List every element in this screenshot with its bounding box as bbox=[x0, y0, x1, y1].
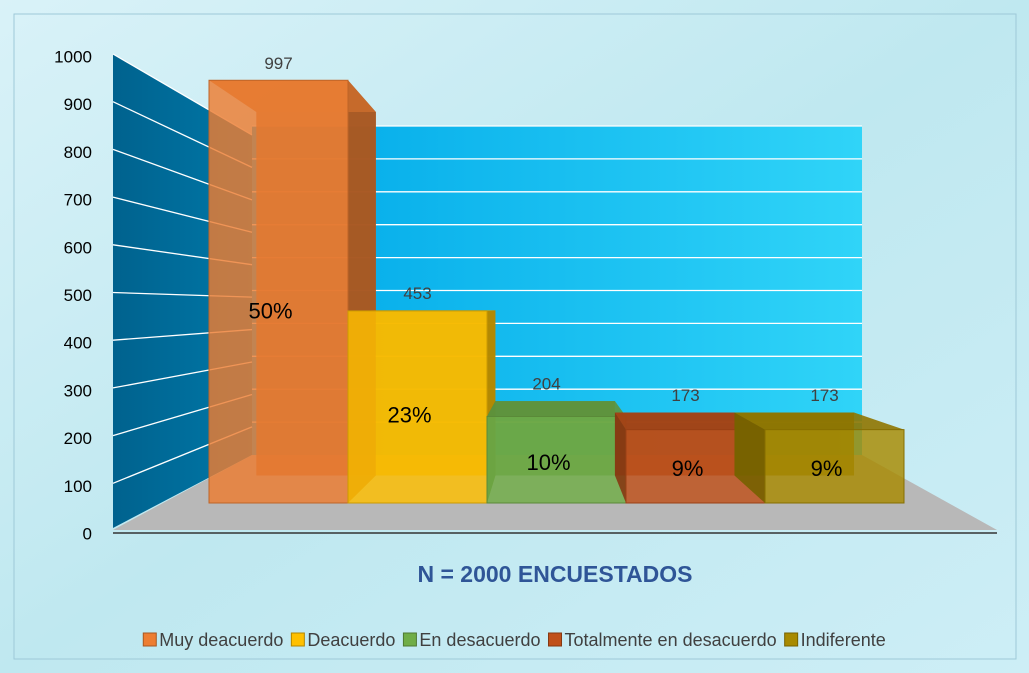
legend-swatch bbox=[142, 632, 157, 647]
bar-group bbox=[208, 79, 376, 504]
legend-label: Totalmente en desacuerdo bbox=[565, 630, 777, 650]
y-tick-label: 200 bbox=[64, 429, 92, 448]
bar-top bbox=[487, 401, 626, 417]
y-tick-label: 900 bbox=[64, 95, 92, 114]
value-label: 173 bbox=[810, 386, 838, 405]
subtitle: N = 2000 ENCUESTADOS bbox=[417, 561, 692, 587]
percent-label: 10% bbox=[526, 450, 570, 475]
bar-top bbox=[734, 412, 904, 430]
value-label: 453 bbox=[403, 284, 431, 303]
bar bbox=[764, 429, 905, 504]
value-label: 204 bbox=[532, 375, 560, 394]
bar-group bbox=[347, 310, 496, 504]
legend-label: En desacuerdo bbox=[419, 630, 540, 650]
legend: Muy deacuerdo Deacuerdo En desacuerdo Total… bbox=[142, 630, 886, 650]
percent-label: 9% bbox=[811, 456, 843, 481]
legend-label: Deacuerdo bbox=[307, 630, 395, 650]
percent-label: 50% bbox=[248, 299, 292, 324]
y-tick-label: 1000 bbox=[54, 47, 92, 66]
y-tick-label: 700 bbox=[64, 191, 92, 210]
bar-group bbox=[734, 412, 905, 504]
legend-swatch bbox=[548, 632, 563, 647]
y-tick-label: 800 bbox=[64, 143, 92, 162]
bar-group bbox=[486, 401, 627, 504]
bar-top bbox=[614, 412, 765, 430]
bar bbox=[347, 310, 488, 504]
y-tick-label: 300 bbox=[64, 381, 92, 400]
legend-label: Indiferente bbox=[801, 630, 886, 650]
value-label: 173 bbox=[671, 386, 699, 405]
value-label: 997 bbox=[264, 54, 292, 73]
bar-group bbox=[614, 412, 766, 504]
bar-side bbox=[734, 412, 765, 503]
legend-swatch bbox=[402, 632, 417, 647]
y-tick-label: 100 bbox=[64, 477, 92, 496]
y-tick-label: 600 bbox=[64, 238, 92, 257]
bar bbox=[208, 79, 349, 504]
bar-side bbox=[614, 412, 626, 503]
y-tick-label: 400 bbox=[64, 334, 92, 353]
bar bbox=[486, 416, 627, 504]
frame bbox=[13, 13, 1017, 660]
legend-swatch bbox=[784, 632, 799, 647]
legend-label: Muy deacuerdo bbox=[159, 630, 283, 650]
percent-label: 9% bbox=[672, 456, 704, 481]
y-tick-label: 500 bbox=[64, 286, 92, 305]
legend-swatch bbox=[290, 632, 305, 647]
percent-label: 23% bbox=[387, 402, 431, 427]
y-tick-label: 0 bbox=[83, 524, 92, 543]
